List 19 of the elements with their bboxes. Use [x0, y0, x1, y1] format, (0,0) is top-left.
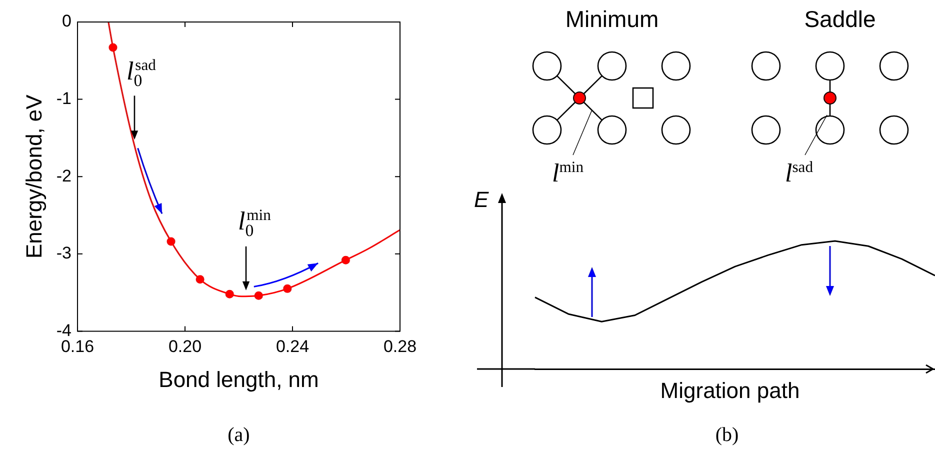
- text: Minimum: [565, 6, 659, 32]
- text: l$^{min}$: [552, 158, 584, 188]
- x-tick-label: 0.24: [276, 337, 310, 356]
- text: (b): [715, 424, 739, 446]
- y-axis-title: Energy/bond, eV: [21, 94, 46, 259]
- y-tick-label: -3: [56, 244, 72, 263]
- x-axis-title: Bond length, nm: [158, 366, 319, 392]
- x-axis-title: Migration path: [660, 378, 800, 403]
- x-tick-label: 0.16: [60, 337, 94, 356]
- y-tick-label: 0: [62, 12, 72, 31]
- x-tick-label: 0.28: [383, 337, 417, 356]
- y-tick-label: -1: [56, 88, 72, 108]
- text: Saddle: [804, 6, 876, 32]
- text: (a): [228, 424, 250, 446]
- y-axis-title: E: [474, 187, 489, 212]
- text: l$^{sad}$: [785, 158, 814, 188]
- x-tick-label: 0.20: [168, 337, 202, 356]
- y-tick-label: -2: [56, 166, 72, 186]
- y-tick-label: -4: [56, 320, 72, 340]
